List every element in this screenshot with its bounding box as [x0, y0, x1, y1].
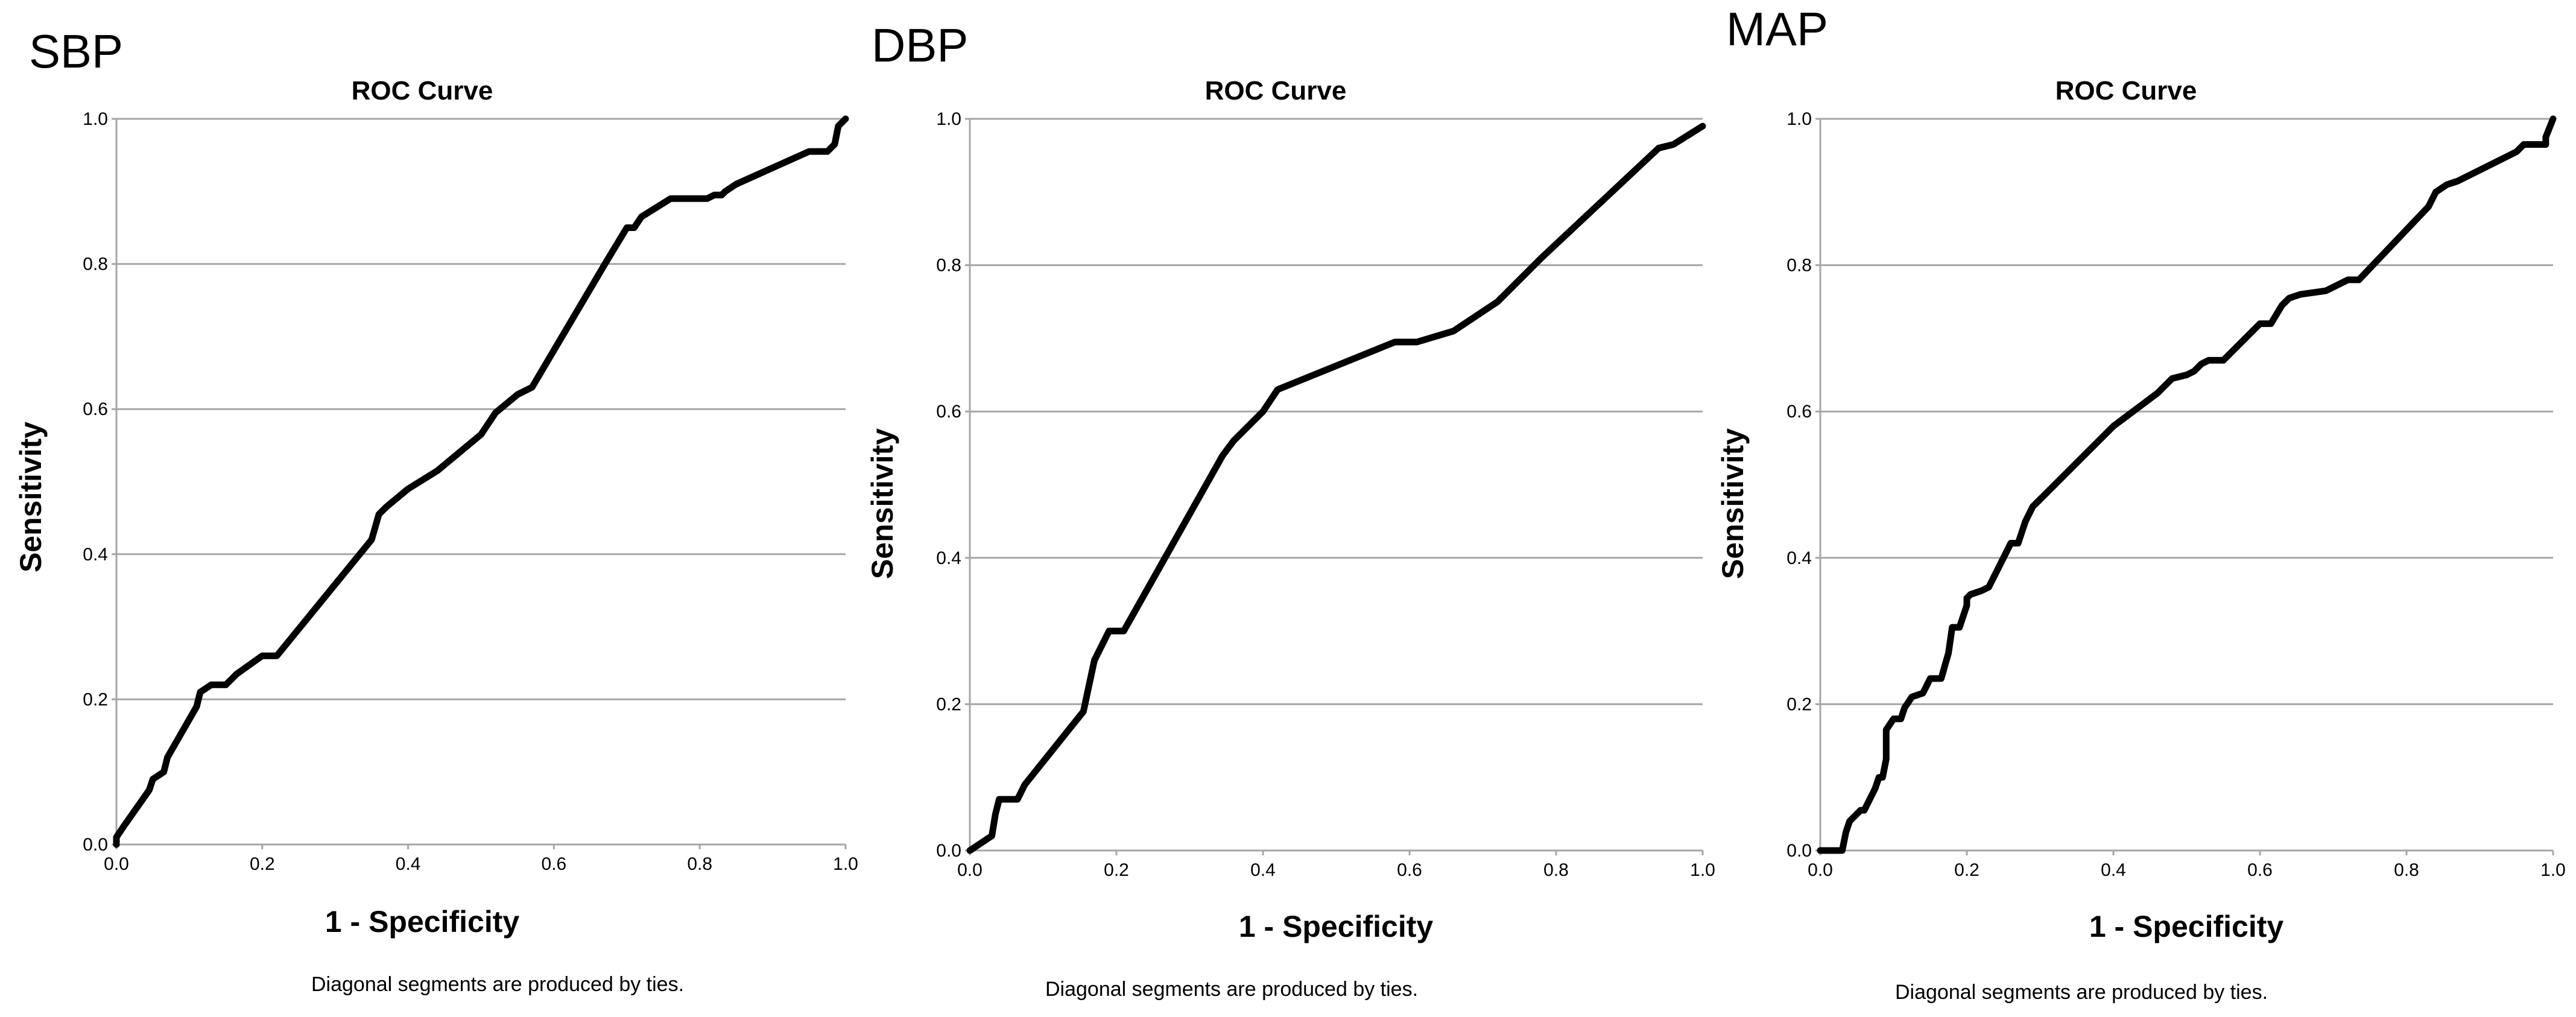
map-panel: MAP ROC Curve 1 - Specificity Sensitivit… — [1716, 2, 2566, 1004]
x-tick-label: 0.0 — [957, 860, 983, 880]
x-tick-label: 0.0 — [104, 854, 129, 874]
x-axis-label: 1 - Specificity — [325, 905, 520, 939]
x-tick-label: 1.0 — [833, 854, 858, 874]
y-tick-label: 0.8 — [83, 255, 108, 274]
gridlines — [115, 118, 846, 846]
chart-title: ROC Curve — [1205, 76, 1347, 106]
roc-curve-map — [1817, 115, 2557, 854]
x-tick-label: 0.4 — [1250, 860, 1276, 880]
y-tick-label: 1.0 — [83, 109, 108, 129]
panel-label-sbp: SBP — [29, 25, 123, 78]
dbp-panel: DBP ROC Curve 1 - Specificity Sensitivit… — [866, 19, 1715, 1001]
x-tick-label: 0.2 — [250, 854, 275, 874]
x-tick-label: 0.2 — [1954, 860, 1979, 880]
panel-label-dbp: DBP — [872, 19, 968, 72]
y-tick-label: 0.4 — [936, 548, 961, 568]
x-tick-label: 0.0 — [1808, 860, 1833, 880]
x-tick-label: 0.6 — [1397, 860, 1422, 880]
x-tick-label: 1.0 — [1690, 860, 1715, 880]
y-axis-label: Sensitivity — [1716, 428, 1750, 579]
x-tick-label: 0.4 — [2101, 860, 2126, 880]
y-tick-label: 0.4 — [83, 545, 108, 565]
x-tick-label: 0.4 — [396, 854, 421, 874]
axis-ticks: 0.0 0.2 0.4 0.6 0.8 1.0 0.0 0.2 0.4 0.6 0.8 1.0 — [1786, 109, 2566, 880]
x-axis-label: 1 - Specificity — [1239, 910, 1434, 943]
y-tick-label: 0.0 — [83, 835, 108, 855]
roc-curve-sbp — [113, 115, 849, 848]
y-tick-label: 0.4 — [1786, 548, 1812, 568]
y-tick-label: 0.2 — [1786, 694, 1812, 714]
x-tick-label: 0.8 — [1543, 860, 1569, 880]
y-tick-label: 0.0 — [936, 841, 961, 861]
y-axis-label: Sensitivity — [866, 428, 899, 579]
x-tick-label: 0.8 — [687, 854, 712, 874]
y-tick-label: 0.6 — [83, 399, 108, 419]
x-tick-label: 0.8 — [2394, 860, 2419, 880]
x-tick-label: 0.6 — [542, 854, 567, 874]
footnote: Diagonal segments are produced by ties. — [1895, 981, 2268, 1004]
y-tick-label: 0.8 — [1786, 256, 1812, 276]
y-tick-label: 0.2 — [936, 694, 961, 714]
footnote: Diagonal segments are produced by ties. — [1045, 978, 1418, 1001]
x-tick-label: 0.2 — [1104, 860, 1129, 880]
x-axis-label: 1 - Specificity — [2089, 910, 2284, 943]
y-tick-label: 0.6 — [936, 402, 961, 422]
chart-title: ROC Curve — [352, 76, 493, 106]
y-axis-label: Sensitivity — [14, 422, 48, 572]
gridlines — [969, 118, 1703, 852]
y-tick-label: 1.0 — [1786, 109, 1812, 129]
axis-ticks: 0.0 0.2 0.4 0.6 0.8 1.0 0.0 0.2 0.4 0.6 0.8 1.0 — [936, 109, 1715, 880]
y-tick-label: 0.0 — [1786, 841, 1812, 861]
roc-curve-dbp — [966, 122, 1706, 854]
y-tick-label: 0.6 — [1786, 402, 1812, 422]
panel-label-map: MAP — [1726, 2, 1828, 55]
x-tick-label: 0.6 — [2247, 860, 2273, 880]
y-tick-label: 0.8 — [936, 256, 961, 276]
y-tick-label: 0.2 — [83, 689, 108, 709]
axis-ticks: 0.0 0.2 0.4 0.6 0.8 1.0 0.0 0.2 0.4 0.6 0.8 1.0 — [83, 109, 858, 874]
footnote: Diagonal segments are produced by ties. — [311, 973, 684, 996]
x-tick-label: 1.0 — [2540, 860, 2566, 880]
y-tick-label: 1.0 — [936, 109, 961, 129]
gridlines — [1819, 118, 2553, 852]
sbp-panel: SBP ROC Curve 1 - Specificity Sensitivit… — [14, 25, 858, 996]
chart-title: ROC Curve — [2055, 76, 2197, 106]
